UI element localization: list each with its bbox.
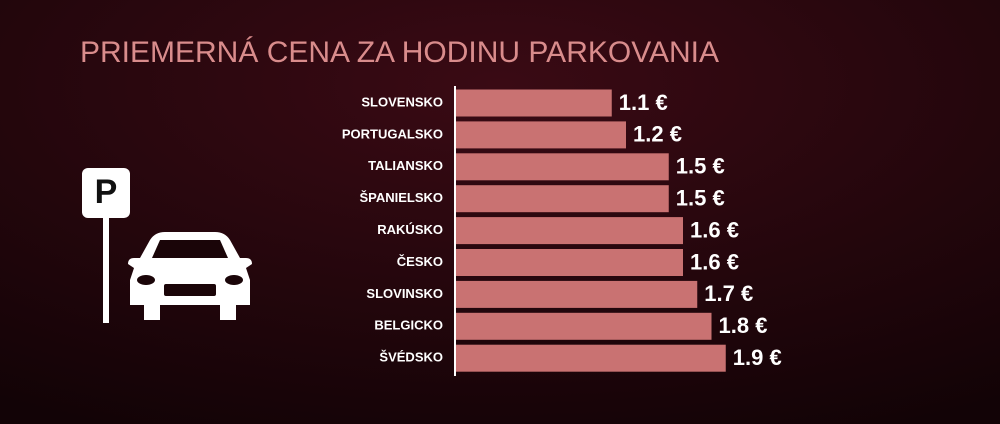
category-label: TALIANSKO	[368, 158, 443, 173]
car-icon	[128, 232, 252, 320]
value-label: 1.7 €	[704, 281, 753, 306]
bar	[456, 249, 683, 276]
bar	[456, 312, 712, 340]
bar	[456, 280, 698, 308]
svg-text:P: P	[95, 173, 118, 211]
bar	[456, 89, 612, 117]
value-label: 1.5 €	[676, 186, 725, 211]
category-label: SLOVENSKO	[361, 94, 443, 109]
bar	[456, 217, 683, 245]
category-label: ŠVÉDSKO	[379, 350, 443, 365]
value-label: 1.9 €	[733, 345, 782, 370]
category-label: RAKÚSKO	[377, 222, 443, 237]
parking-icon: P	[82, 168, 130, 323]
category-label: ŠPANIELSKO	[359, 190, 443, 205]
bar	[456, 121, 626, 149]
bar	[456, 185, 669, 213]
bar	[456, 153, 669, 181]
value-label: 1.5 €	[676, 154, 725, 179]
category-label: BELGICKO	[374, 318, 443, 333]
category-label: ČESKO	[397, 254, 443, 269]
value-label: 1.6 €	[690, 217, 739, 242]
value-label: 1.8 €	[719, 313, 768, 338]
chart-title: PRIEMERNÁ CENA ZA HODINU PARKOVANIA	[80, 36, 719, 69]
value-label: 1.6 €	[690, 249, 739, 274]
bar	[456, 344, 726, 372]
value-label: 1.1 €	[619, 90, 668, 115]
category-label: SLOVINSKO	[366, 286, 443, 301]
value-label: 1.2 €	[633, 122, 682, 147]
category-label: PORTUGALSKO	[342, 126, 443, 141]
